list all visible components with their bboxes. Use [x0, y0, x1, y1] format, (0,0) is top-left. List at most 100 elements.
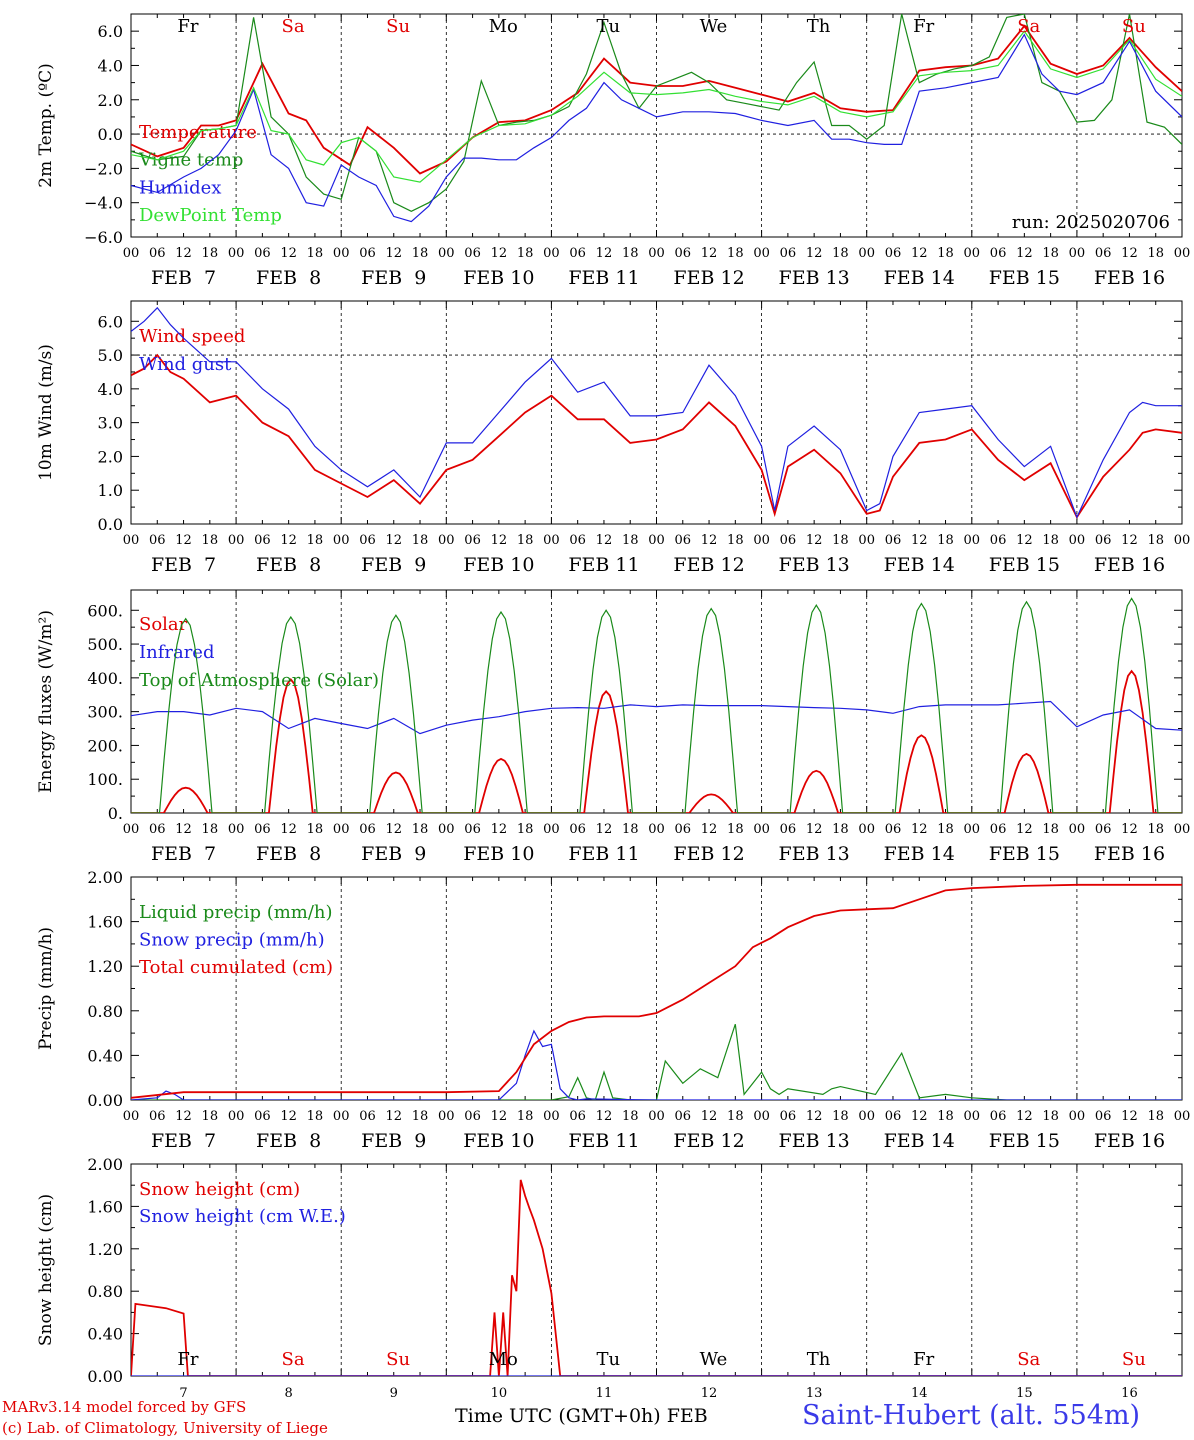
- hour-tick-label: 06: [675, 822, 692, 837]
- wind-ytick-label: 1.0: [98, 481, 123, 500]
- flux-series-2: [131, 597, 1182, 813]
- precip-ytick-label: 1.20: [87, 957, 123, 976]
- precip-legend-2: Total cumulated (cm): [139, 957, 333, 978]
- hour-tick-label: 06: [990, 822, 1007, 837]
- hour-tick-label: 00: [123, 822, 140, 837]
- hour-tick-label: 18: [202, 246, 219, 261]
- hour-tick-label: 06: [780, 246, 797, 261]
- hour-tick-label: 00: [1069, 246, 1086, 261]
- temp-ylabel: 2m Temp. (ºC): [36, 63, 56, 188]
- hour-tick-label: 00: [858, 246, 875, 261]
- date-label: FEB 10: [463, 554, 534, 576]
- flux-ytick-label: 0.: [108, 804, 123, 823]
- hour-tick-label: 00: [1069, 1109, 1086, 1124]
- weekday-label-bottom: Su: [386, 1349, 410, 1370]
- hour-tick-label: 12: [701, 533, 718, 548]
- model-credit: MARv3.14 model forced by GFS: [2, 1398, 247, 1416]
- date-label: FEB 7: [151, 1130, 216, 1152]
- station-name: Saint-Hubert (alt. 554m): [802, 1400, 1141, 1431]
- hour-tick-label: 06: [149, 822, 166, 837]
- temp-ytick-label: 6.0: [98, 22, 123, 41]
- snow-ytick-label: 0.00: [87, 1367, 123, 1386]
- hour-tick-label: 12: [596, 246, 613, 261]
- hour-tick-label: 12: [596, 1109, 613, 1124]
- hour-tick-label: 06: [569, 533, 586, 548]
- hour-tick-label: 00: [1069, 533, 1086, 548]
- hour-tick-label: 06: [990, 246, 1007, 261]
- hour-tick-label: 12: [491, 246, 508, 261]
- flux-ytick-label: 500.: [87, 635, 123, 654]
- hour-tick-label: 12: [175, 1109, 192, 1124]
- flux-ytick-label: 600.: [87, 601, 123, 620]
- flux-ytick-label: 300.: [87, 703, 123, 722]
- hour-tick-label: 18: [1042, 246, 1059, 261]
- date-label: FEB 7: [151, 843, 216, 865]
- hour-tick-label: 18: [517, 246, 534, 261]
- hour-tick-label: 06: [1095, 822, 1112, 837]
- hour-tick-label: 12: [701, 1109, 718, 1124]
- weekday-label-bottom: Fr: [913, 1349, 934, 1370]
- date-label: FEB 11: [568, 554, 639, 576]
- hour-tick-label: 18: [412, 533, 429, 548]
- hour-tick-label: 00: [964, 822, 981, 837]
- weekday-label-top: Tu: [597, 16, 621, 37]
- flux-ytick-label: 200.: [87, 736, 123, 755]
- hour-tick-label: 00: [1174, 1109, 1191, 1124]
- hour-tick-label: 00: [1069, 822, 1086, 837]
- day-number: 7: [179, 1386, 187, 1401]
- hour-tick-label: 18: [517, 1109, 534, 1124]
- hour-tick-label: 12: [806, 246, 823, 261]
- hour-tick-label: 18: [307, 533, 324, 548]
- hour-tick-label: 18: [202, 533, 219, 548]
- hour-tick-label: 12: [280, 533, 297, 548]
- precip-legend-0: Liquid precip (mm/h): [139, 902, 333, 923]
- hour-tick-label: 00: [543, 822, 560, 837]
- hour-tick-label: 00: [543, 1109, 560, 1124]
- hour-tick-label: 06: [675, 533, 692, 548]
- hour-tick-label: 12: [911, 822, 928, 837]
- snow-ytick-label: 0.80: [87, 1282, 123, 1301]
- hour-tick-label: 06: [359, 822, 376, 837]
- flux-frame: [130, 589, 1183, 814]
- date-label: FEB 10: [463, 843, 534, 865]
- day-number: 10: [491, 1386, 508, 1401]
- temp-ytick-label: −2.0: [84, 159, 123, 178]
- day-number: 9: [390, 1386, 398, 1401]
- flux-legend-1: Infrared: [139, 642, 214, 663]
- date-label: FEB 8: [256, 1130, 321, 1152]
- weekday-label-top: Su: [1122, 16, 1146, 37]
- weekday-label-bottom: Sa: [281, 1349, 304, 1370]
- hour-tick-label: 12: [911, 1109, 928, 1124]
- hour-tick-label: 18: [622, 822, 639, 837]
- hour-tick-label: 00: [543, 246, 560, 261]
- hour-tick-label: 00: [438, 246, 455, 261]
- weekday-label-top: We: [700, 16, 728, 37]
- hour-tick-label: 06: [149, 533, 166, 548]
- hour-tick-label: 12: [385, 533, 402, 548]
- weekday-label-bottom: We: [700, 1349, 728, 1370]
- hour-tick-label: 06: [569, 822, 586, 837]
- hour-tick-label: 06: [359, 246, 376, 261]
- hour-tick-label: 00: [333, 533, 350, 548]
- date-label: FEB 14: [884, 843, 955, 865]
- wind-ytick-label: 5.0: [98, 346, 123, 365]
- hour-tick-label: 00: [648, 533, 665, 548]
- weekday-label-bottom: Tu: [597, 1349, 621, 1370]
- hour-tick-label: 18: [622, 1109, 639, 1124]
- hour-tick-label: 00: [753, 822, 770, 837]
- hour-tick-label: 06: [780, 822, 797, 837]
- hour-tick-label: 18: [937, 533, 954, 548]
- hour-tick-label: 00: [648, 822, 665, 837]
- precip-ytick-label: 0.40: [87, 1046, 123, 1065]
- weekday-label-top: Th: [807, 16, 831, 37]
- hour-tick-label: 00: [858, 1109, 875, 1124]
- hour-tick-label: 06: [990, 533, 1007, 548]
- hour-tick-label: 18: [307, 1109, 324, 1124]
- day-number: 14: [911, 1386, 928, 1401]
- date-label: FEB 14: [884, 1130, 955, 1152]
- wind-legend-0: Wind speed: [139, 326, 245, 347]
- weekday-label-bottom: Th: [807, 1349, 831, 1370]
- wind-ytick-label: 6.0: [98, 312, 123, 331]
- hour-tick-label: 00: [648, 246, 665, 261]
- hour-tick-label: 12: [806, 822, 823, 837]
